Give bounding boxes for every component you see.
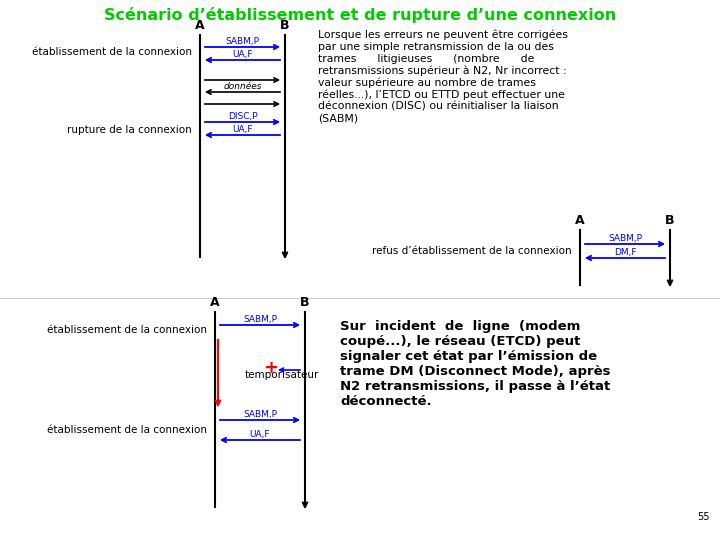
Text: Lorsque les erreurs ne peuvent être corrigées
par une simple retransmission de l: Lorsque les erreurs ne peuvent être corr… (318, 30, 568, 124)
Text: refus d’établissement de la connexion: refus d’établissement de la connexion (372, 246, 572, 256)
Text: SABM,P: SABM,P (243, 410, 277, 419)
Text: 55: 55 (698, 512, 710, 522)
Text: temporisateur: temporisateur (245, 370, 320, 380)
Text: SABM,P: SABM,P (225, 37, 259, 46)
Text: UA,F: UA,F (233, 125, 253, 134)
Text: établissement de la connexion: établissement de la connexion (47, 325, 207, 335)
Text: A: A (575, 214, 585, 227)
Text: B: B (300, 296, 310, 309)
Text: UA,F: UA,F (250, 430, 270, 439)
Text: établissement de la connexion: établissement de la connexion (32, 47, 192, 57)
Text: A: A (195, 19, 204, 32)
Text: DISC,P: DISC,P (228, 112, 257, 121)
Text: SABM,P: SABM,P (243, 315, 277, 324)
Text: B: B (280, 19, 289, 32)
Text: UA,F: UA,F (233, 50, 253, 59)
Text: B: B (665, 214, 675, 227)
Text: établissement de la connexion: établissement de la connexion (47, 425, 207, 435)
Text: +: + (264, 359, 279, 377)
Text: données: données (223, 82, 262, 91)
Text: A: A (210, 296, 220, 309)
Text: Sur  incident  de  ligne  (modem
coupé...), le réseau (ETCD) peut
signaler cet é: Sur incident de ligne (modem coupé...), … (340, 320, 611, 408)
Text: rupture de la connexion: rupture de la connexion (67, 125, 192, 135)
Text: Scénario d’établissement et de rupture d’une connexion: Scénario d’établissement et de rupture d… (104, 7, 616, 23)
Text: SABM,P: SABM,P (608, 234, 642, 243)
Text: DM,F: DM,F (613, 248, 636, 257)
